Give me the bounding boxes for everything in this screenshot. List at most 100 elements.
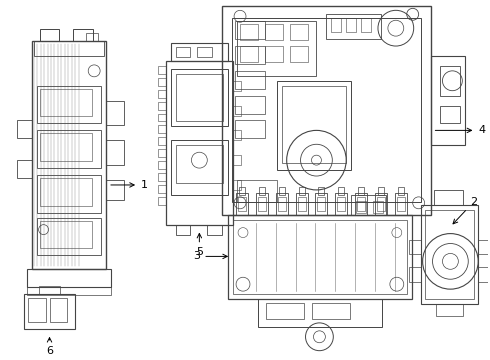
Bar — [434, 190, 464, 205]
Bar — [37, 218, 101, 255]
Bar — [431, 56, 465, 145]
Bar — [171, 140, 228, 195]
Bar — [235, 121, 265, 138]
Bar — [233, 180, 241, 190]
Bar — [290, 46, 308, 62]
Bar — [26, 287, 111, 295]
Bar — [74, 29, 93, 41]
Bar — [37, 86, 101, 123]
Bar — [34, 41, 104, 56]
Bar — [358, 187, 364, 195]
Bar — [17, 121, 32, 138]
Bar — [158, 197, 166, 205]
Bar — [233, 81, 241, 91]
Bar — [235, 71, 265, 89]
Bar — [175, 145, 223, 183]
Bar — [239, 187, 245, 195]
Text: 4: 4 — [435, 125, 485, 135]
Bar — [106, 140, 124, 165]
Bar — [158, 90, 166, 98]
Bar — [338, 187, 344, 195]
Bar — [37, 130, 101, 168]
Bar — [175, 47, 191, 57]
Bar — [356, 201, 366, 213]
Bar — [40, 89, 92, 117]
Bar — [235, 96, 265, 113]
Bar — [238, 197, 246, 211]
Bar — [395, 193, 407, 215]
Bar — [441, 105, 460, 123]
Bar — [166, 61, 233, 225]
Bar — [377, 197, 385, 211]
Bar — [235, 46, 265, 64]
Bar — [282, 86, 346, 163]
Text: 5: 5 — [196, 234, 203, 257]
Bar — [361, 18, 371, 32]
Bar — [240, 24, 258, 40]
Text: 1: 1 — [111, 180, 148, 190]
Bar — [175, 225, 191, 235]
Bar — [318, 197, 325, 211]
Bar — [436, 304, 464, 316]
Bar — [237, 21, 317, 76]
Bar — [265, 46, 283, 62]
Text: 3: 3 — [194, 251, 227, 261]
Bar — [351, 195, 386, 215]
Bar — [373, 201, 383, 213]
Bar — [158, 78, 166, 86]
Bar — [158, 173, 166, 181]
Bar — [441, 66, 460, 96]
Bar — [228, 215, 412, 299]
Bar — [277, 81, 351, 170]
Bar — [40, 221, 92, 248]
Bar — [276, 193, 288, 215]
Bar — [197, 47, 212, 57]
Bar — [297, 197, 306, 211]
Bar — [32, 41, 106, 269]
Bar — [40, 178, 92, 206]
Bar — [425, 210, 474, 299]
Bar — [158, 161, 166, 169]
Bar — [355, 193, 367, 215]
Bar — [171, 69, 228, 126]
Bar — [298, 187, 305, 195]
Bar — [256, 193, 268, 215]
Bar — [295, 193, 308, 215]
Bar — [40, 29, 59, 41]
Bar — [106, 180, 124, 200]
Bar — [357, 197, 365, 211]
Bar — [240, 46, 258, 62]
Bar — [258, 197, 266, 211]
Bar — [158, 66, 166, 74]
Bar — [258, 299, 382, 327]
Bar — [24, 294, 75, 329]
Bar — [259, 187, 265, 195]
Bar — [279, 187, 285, 195]
Bar — [39, 286, 60, 294]
Bar — [235, 21, 265, 39]
Text: 2: 2 — [453, 197, 477, 224]
Bar — [326, 14, 381, 39]
Bar — [28, 298, 46, 322]
Bar — [318, 187, 324, 195]
Bar — [222, 6, 431, 215]
Bar — [331, 18, 341, 32]
Bar — [409, 239, 420, 255]
Bar — [158, 149, 166, 157]
Text: 6: 6 — [46, 338, 53, 356]
Bar — [158, 102, 166, 109]
Bar — [266, 303, 303, 319]
Bar — [86, 33, 98, 41]
Bar — [106, 100, 124, 125]
Bar — [233, 155, 241, 165]
Bar — [420, 205, 478, 304]
Bar — [409, 267, 420, 282]
Bar — [158, 137, 166, 145]
Bar — [313, 303, 350, 319]
Bar — [397, 197, 405, 211]
Bar — [278, 197, 286, 211]
Bar — [316, 193, 327, 215]
Bar — [40, 133, 92, 161]
Bar — [158, 185, 166, 193]
Bar — [335, 193, 347, 215]
